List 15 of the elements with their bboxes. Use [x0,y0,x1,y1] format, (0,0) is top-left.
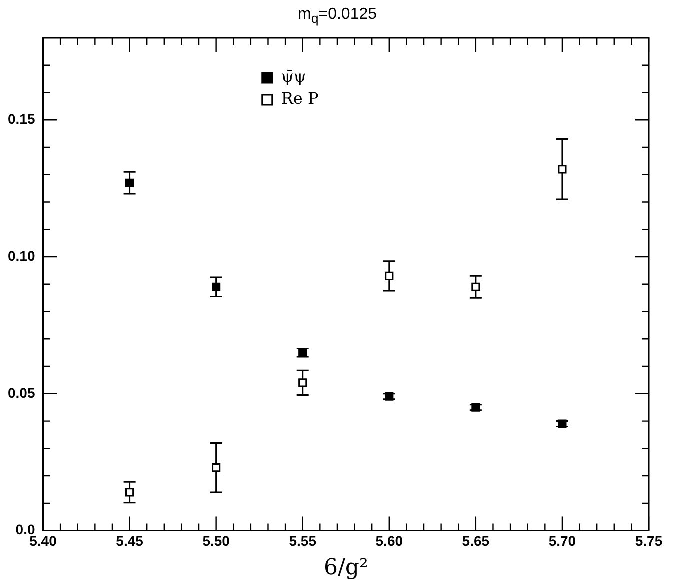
x-tick-label: 5.60 [376,533,404,550]
y-tick-label: 0.15 [8,110,36,127]
x-tick-label: 5.45 [116,533,144,550]
legend-label: ψ̄ψ [281,67,306,86]
y-tick-label: 0.10 [8,248,36,264]
x-tick-label: 5.55 [289,533,317,550]
x-tick-label: 5.75 [635,533,663,550]
y-tick-label: 0.05 [8,384,36,401]
x-axis-title: 6/g² [324,556,368,581]
x-tick-label: 5.65 [462,533,490,550]
x-tick-label: 5.50 [202,533,230,550]
legend-label: Re P [281,89,319,108]
chart-title: m$_{q}$=0.0125 [296,6,378,26]
x-tick-label: 5.40 [30,533,58,550]
x-tick-label: 5.70 [548,533,576,550]
